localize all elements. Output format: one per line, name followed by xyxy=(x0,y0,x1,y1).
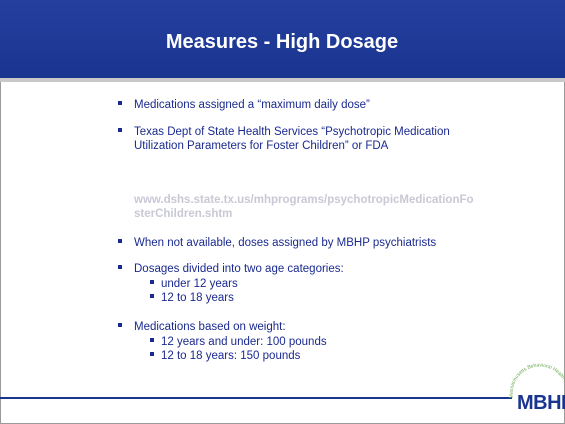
link-text: sterChildren.shtm xyxy=(134,208,232,220)
sub-bullet-marker xyxy=(150,294,154,298)
bullet-marker xyxy=(118,265,122,269)
sub-bullet-text: 12 to 18 years xyxy=(161,292,234,304)
bullet-text: Medications based on weight: xyxy=(134,321,286,333)
bullet-marker xyxy=(118,101,122,105)
bullet-marker xyxy=(118,323,122,327)
bullet-text: Dosages divided into two age categories: xyxy=(134,263,344,275)
link-text: www.dshs.state.tx.us/mhprograms/psychotr… xyxy=(133,194,474,206)
logo-text: MBHP xyxy=(517,392,565,414)
header-rule xyxy=(0,78,565,82)
sub-bullet-marker xyxy=(150,280,154,284)
header-band xyxy=(0,0,565,78)
sub-bullet-text: 12 to 18 years: 150 pounds xyxy=(161,350,301,362)
bullet-marker xyxy=(118,239,122,243)
sub-bullet-marker xyxy=(150,352,154,356)
bullet-text: When not available, doses assigned by MB… xyxy=(134,237,436,249)
bullet-text: Medications assigned a “maximum daily do… xyxy=(134,99,370,111)
sub-bullet-marker xyxy=(150,338,154,342)
bullet-text: Texas Dept of State Health Services “Psy… xyxy=(134,126,450,138)
bullet-text: Utilization Parameters for Foster Childr… xyxy=(134,140,389,152)
bullet-list: Medications assigned a “maximum daily do… xyxy=(118,99,474,362)
sub-bullet-text: 12 years and under: 100 pounds xyxy=(161,336,327,348)
sub-bullet-text: under 12 years xyxy=(161,278,238,290)
slide-title: Measures - High Dosage xyxy=(166,31,398,53)
bullet-marker xyxy=(118,128,122,132)
